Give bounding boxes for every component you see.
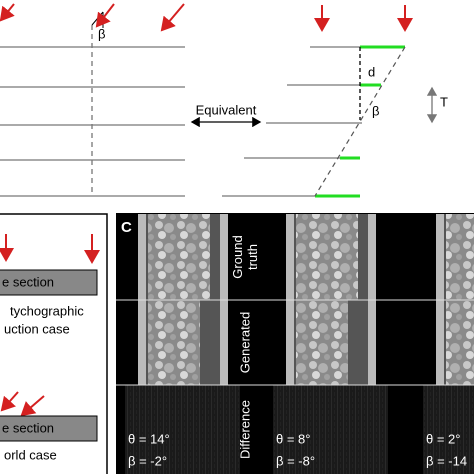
tube-edge (368, 300, 376, 385)
caption: orld case (4, 447, 57, 462)
theta-label: θ = 14° (128, 431, 170, 446)
difference (125, 385, 240, 474)
tube-edge (436, 300, 444, 385)
tube-edge (138, 214, 146, 300)
row-label: Difference (237, 400, 252, 459)
particles (296, 300, 348, 385)
tube-edge (368, 214, 376, 300)
tube-edge (138, 300, 146, 385)
row-label: truth (245, 244, 260, 270)
particles (296, 214, 358, 300)
theta-label: θ = 8° (276, 431, 310, 446)
slab-label: e section (2, 274, 54, 289)
particles (446, 300, 474, 385)
theta-label: θ = 2° (426, 431, 460, 446)
beta-label: β = -14 (426, 453, 467, 468)
tube-edge (286, 214, 294, 300)
spacing-label: d (368, 64, 375, 79)
beta-label: β = -8° (276, 453, 315, 468)
equivalent-label: Equivalent (196, 102, 257, 117)
particles (446, 214, 474, 300)
panel-c: C θ = 14° β = -2° θ = 8° β = -8° θ = 2° β = -… (116, 213, 474, 474)
angle-label: β (98, 26, 105, 41)
particles (148, 300, 200, 385)
tube-edge (436, 214, 444, 300)
tube-edge (286, 300, 294, 385)
particles (148, 214, 210, 300)
difference (273, 385, 388, 474)
thickness-label: T (440, 94, 448, 109)
caption: tychographic (10, 303, 84, 318)
angle-label: β (372, 103, 379, 118)
row-label: Generated (237, 312, 252, 373)
beta-label: β = -2° (128, 453, 167, 468)
tube-edge (220, 214, 228, 300)
tube-edge (220, 300, 228, 385)
panel-b: e section tychographic uction case e sec… (0, 213, 108, 474)
panel-label: C (121, 219, 132, 236)
difference (423, 385, 474, 474)
slab-label: e section (2, 420, 54, 435)
row-label: Ground (230, 235, 245, 278)
panel-a: β Equivalent d β T (0, 3, 448, 198)
caption: uction case (4, 321, 70, 336)
